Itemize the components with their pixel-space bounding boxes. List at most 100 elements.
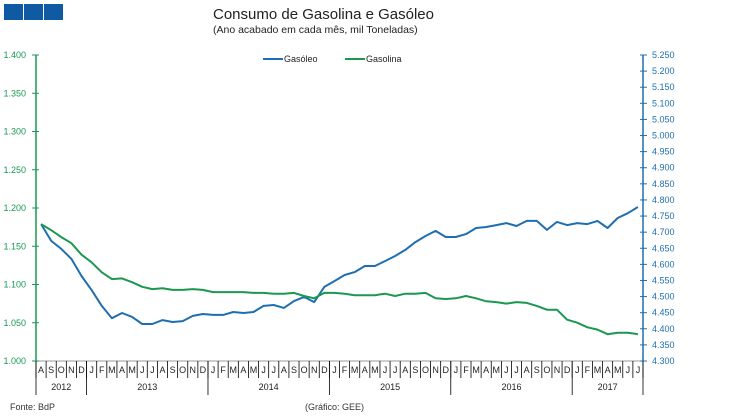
right-axis-tick-label: 5.050 [652,114,675,124]
month-label: D [78,365,85,375]
month-label: A [605,365,611,375]
month-label: S [170,365,176,375]
month-label: N [190,365,197,375]
month-label: F [220,365,226,375]
month-label: D [321,365,328,375]
left-axis-tick-label: 1.400 [3,50,26,60]
year-label: 2016 [501,382,521,392]
left-axis-tick-label: 1.350 [3,88,26,98]
month-label: J [454,365,459,375]
month-label: S [48,365,54,375]
month-label: J [575,365,580,375]
right-axis-tick-label: 4.300 [652,356,675,366]
month-label: M [614,365,622,375]
month-label: O [543,365,550,375]
month-label: F [585,365,591,375]
month-label: M [108,365,116,375]
right-axis-tick-label: 4.500 [652,292,675,302]
month-label: J [393,365,398,375]
month-label: J [150,365,155,375]
right-axis-tick-label: 4.550 [652,275,675,285]
right-axis-tick-label: 5.150 [652,82,675,92]
chart-title: Consumo de Gasolina e Gasóleo [213,6,434,23]
series-line-gasoleo [40,206,639,325]
left-axis-tick-label: 1.000 [3,356,26,366]
month-label: J [89,365,94,375]
month-label: M [493,365,501,375]
month-label: J [626,365,631,375]
month-label: A [524,365,530,375]
year-label: 2013 [137,382,157,392]
month-label: J [636,365,641,375]
month-label: S [412,365,418,375]
legend-label: Gasolina [366,54,402,64]
month-label: M [472,365,480,375]
logo-block [24,4,43,20]
month-label: A [483,365,489,375]
year-label: 2015 [380,382,400,392]
month-label: S [534,365,540,375]
month-label: J [514,365,519,375]
month-label: D [564,365,571,375]
month-label: J [261,365,266,375]
left-axis-tick-label: 1.100 [3,280,26,290]
month-label: A [402,365,408,375]
month-label: O [58,365,65,375]
left-axis-tick-label: 1.250 [3,165,26,175]
month-label: N [68,365,75,375]
right-axis-tick-label: 4.350 [652,340,675,350]
right-axis-tick-label: 4.900 [652,163,675,173]
year-label: 2017 [598,382,618,392]
month-label: M [371,365,379,375]
left-axis-tick-label: 1.200 [3,203,26,213]
month-label: A [159,365,165,375]
year-label: 2014 [259,382,279,392]
month-label: A [362,365,368,375]
month-label: O [301,365,308,375]
right-axis-tick-label: 4.450 [652,308,675,318]
month-label: M [594,365,602,375]
month-label: M [250,365,258,375]
right-axis-tick-label: 5.250 [652,50,675,60]
month-label: D [442,365,449,375]
month-label: O [179,365,186,375]
month-label: J [332,365,337,375]
right-axis-tick-label: 4.950 [652,147,675,157]
month-label: J [140,365,145,375]
chart-subtitle: (Ano acabado em cada mês, mil Toneladas) [213,24,418,36]
logo-block [4,4,23,20]
month-label: J [271,365,276,375]
month-label: N [311,365,318,375]
month-label: M [128,365,136,375]
right-axis-tick-label: 4.700 [652,227,675,237]
month-label: F [99,365,105,375]
left-axis-tick-label: 1.150 [3,241,26,251]
right-axis-tick-label: 5.200 [652,66,675,76]
month-label: J [383,365,388,375]
month-label: A [240,365,246,375]
right-axis-tick-label: 4.600 [652,259,675,269]
month-label: S [291,365,297,375]
month-label: J [504,365,509,375]
month-label: F [463,365,469,375]
right-axis-tick-label: 4.750 [652,211,675,221]
right-axis-tick-label: 4.400 [652,324,675,334]
month-label: O [422,365,429,375]
right-axis-tick-label: 5.000 [652,131,675,141]
month-label: N [554,365,561,375]
month-label: A [38,365,44,375]
month-label: M [351,365,359,375]
right-axis-tick-label: 4.650 [652,243,675,253]
legend-label: Gasóleo [284,54,318,64]
month-label: D [200,365,207,375]
month-label: M [230,365,238,375]
right-axis-tick-label: 4.850 [652,179,675,189]
left-axis-tick-label: 1.300 [3,127,26,137]
right-axis-tick-label: 4.800 [652,195,675,205]
year-label: 2012 [51,382,71,392]
month-label: F [342,365,348,375]
month-label: A [119,365,125,375]
series-line-gasolina [40,223,639,336]
